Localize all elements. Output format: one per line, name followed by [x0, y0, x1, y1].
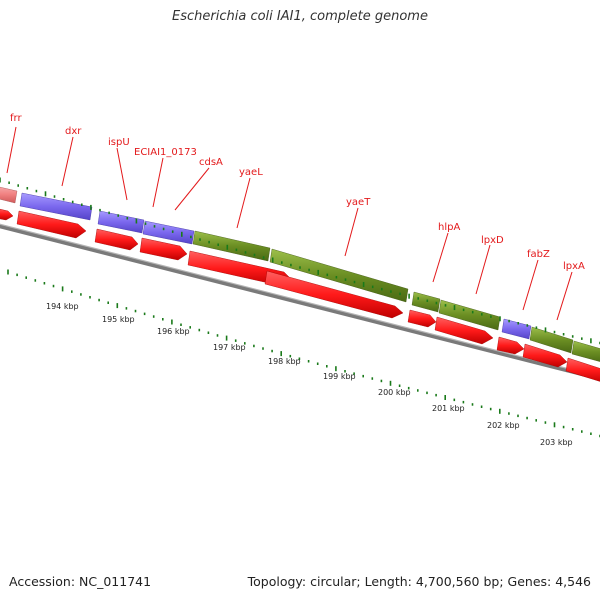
- leader-yaeT: [344, 207, 359, 257]
- leader-cdsA: [174, 167, 210, 211]
- cds-band: [0, 208, 600, 382]
- map-title: Escherichia coli IAI1, complete genome: [172, 9, 428, 24]
- kbp-label: 203 kbp: [540, 438, 573, 447]
- accession-text: Accession: NC_011741: [9, 574, 152, 589]
- gene-label: ispU: [108, 137, 130, 148]
- kbp-label: 197 kbp: [213, 343, 246, 352]
- feature-cdsA-category: [192, 230, 271, 262]
- gene-label: yaeL: [239, 167, 263, 178]
- topology-summary: Topology: circular; Length: 4,700,560 bp…: [247, 574, 591, 589]
- cds-arrow-ECIAI1_0173: [139, 237, 188, 261]
- kbp-scale: 194 kbp 195 kbp 196 kbp 197 kbp 198 kbp …: [46, 302, 573, 447]
- feature-frr-category: [0, 186, 18, 204]
- kbp-label: 195 kbp: [102, 315, 135, 324]
- leader-dxr: [61, 136, 74, 187]
- feature-fabZ-category: [529, 326, 574, 354]
- kbp-label: 201 kbp: [432, 404, 465, 413]
- kbp-label: 194 kbp: [46, 302, 79, 311]
- gene-label: lpxA: [563, 261, 585, 272]
- feature-lpxD-category: [501, 318, 532, 340]
- leader-yaeL: [236, 177, 251, 229]
- leader-lpxA: [556, 271, 573, 321]
- genome-backbone: [0, 224, 600, 381]
- gene-label: dxr: [65, 126, 82, 137]
- leader-fabZ: [522, 259, 539, 311]
- feature-dxr-category: [19, 192, 93, 221]
- gc-skew-lower: [7, 269, 600, 438]
- kbp-label: 200 kbp: [378, 388, 411, 397]
- gene-label: lpxD: [481, 235, 504, 246]
- gene-labels: frr dxr ispU ECIAI1_0173 cdsA yaeL yaeT …: [10, 113, 585, 272]
- feature-ispU-category: [97, 210, 145, 234]
- cds-arrow-yaeT: [407, 309, 437, 328]
- gene-label: hlpA: [438, 222, 460, 233]
- cds-arrow-hlpA: [434, 316, 494, 345]
- cds-arrow-frr: [0, 208, 14, 221]
- feature-lpxA-category: [571, 340, 600, 362]
- gene-label: yaeT: [346, 197, 371, 208]
- leader-frr: [6, 126, 17, 174]
- kbp-label: 198 kbp: [268, 357, 301, 366]
- feature-ECIAI1_0173-category: [142, 220, 195, 245]
- leader-ECIAI1_0173: [152, 157, 164, 208]
- kbp-label: 202 kbp: [487, 421, 520, 430]
- gene-label: frr: [10, 113, 22, 124]
- leader-ispU: [116, 147, 128, 201]
- gene-label: fabZ: [527, 249, 550, 260]
- feature-yaeL-category: [269, 248, 409, 303]
- kbp-label: 196 kbp: [157, 327, 190, 336]
- cds-arrow-lpxA: [565, 357, 600, 382]
- cds-arrow-fabZ: [522, 343, 568, 368]
- feature-yaeT-category: [411, 291, 441, 313]
- leader-lpxD: [475, 244, 491, 295]
- label-leaders: [6, 126, 573, 321]
- category-band: [0, 186, 600, 362]
- cds-arrow-yaeL: [264, 270, 404, 319]
- cds-arrow-dxr: [16, 210, 87, 239]
- cds-arrow-lpxD: [496, 336, 525, 355]
- gene-label: ECIAI1_0173: [134, 147, 197, 158]
- kbp-label: 199 kbp: [323, 372, 356, 381]
- gc-skew-upper: [0, 177, 600, 345]
- leader-hlpA: [432, 232, 449, 283]
- gene-label: cdsA: [199, 157, 223, 168]
- cds-arrow-ispU: [94, 228, 139, 251]
